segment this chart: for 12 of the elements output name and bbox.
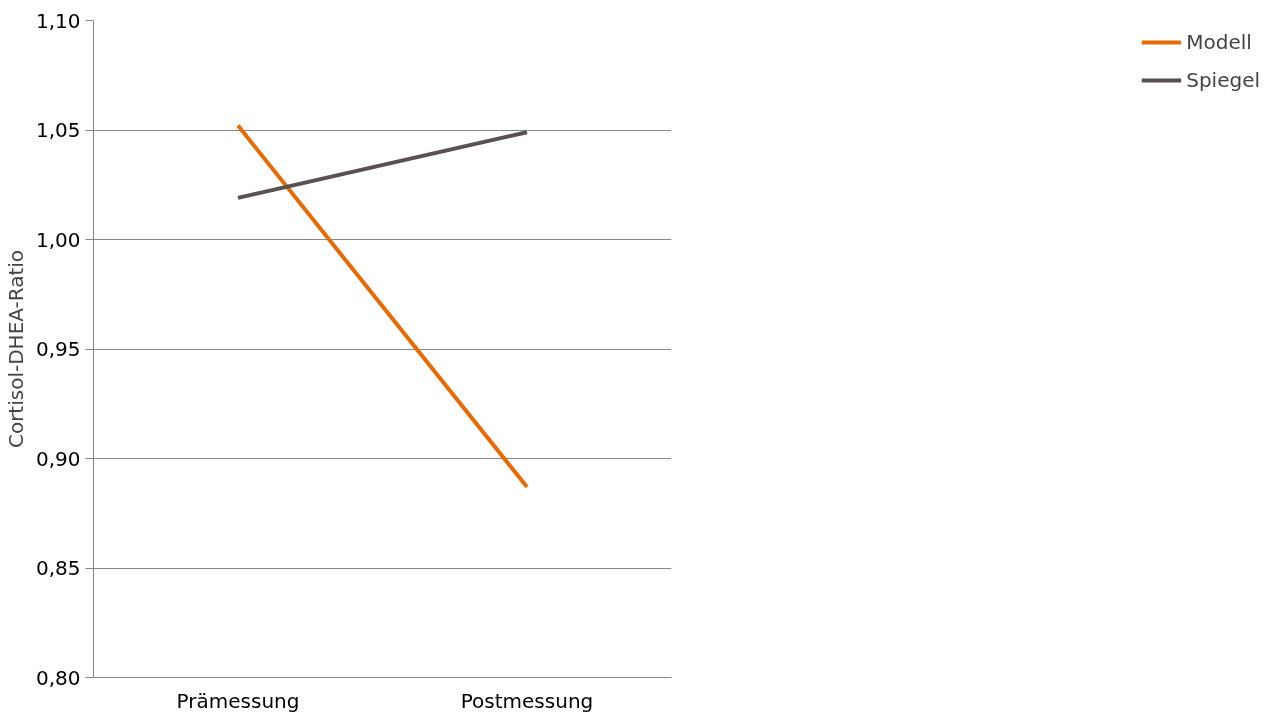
y-tick-label: 0,95 [35, 337, 81, 361]
y-tick-label: 1,05 [35, 118, 81, 142]
legend-label: Spiegel [1186, 68, 1260, 92]
legend-label: Modell [1186, 30, 1252, 54]
y-tick-label: 0,85 [35, 556, 81, 580]
y-axis-title: Cortisol-DHEA-Ratio [3, 249, 28, 449]
y-tick-label: 0,80 [35, 665, 81, 690]
y-tick-label: 0,90 [35, 446, 81, 471]
y-tick-label: 1,10 [35, 8, 81, 33]
y-tick-label: 1,00 [35, 227, 81, 252]
x-tick-label: Postmessung [460, 688, 594, 713]
x-tick-label: Prämessung [176, 688, 300, 713]
